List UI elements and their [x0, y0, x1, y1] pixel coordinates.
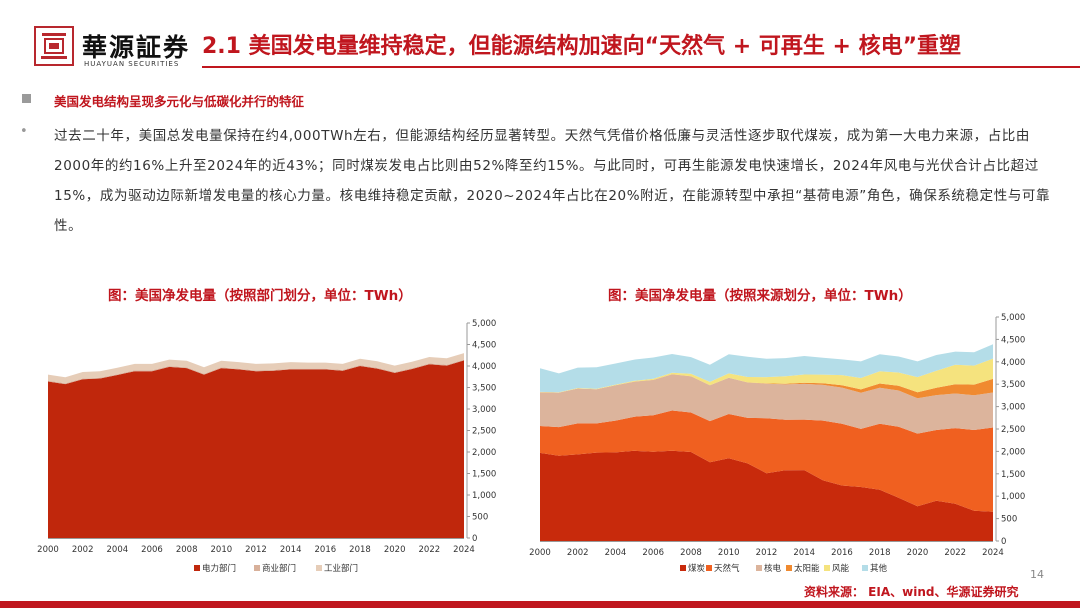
sector-area-1	[48, 359, 464, 385]
sector-y-tick-label: 3,500	[472, 384, 496, 394]
sector-legend-label: 商业部门	[262, 563, 296, 574]
source-y-tick-label: 1,000	[1001, 492, 1025, 502]
slide-title: 2.1 美国发电量维持稳定，但能源结构加速向“天然气 + 可再生 + 核电”重塑	[202, 34, 962, 59]
brand-name-cn: 華源証券	[82, 33, 191, 62]
sector-x-tick-label: 2006	[141, 545, 163, 555]
logo-seal-graphic	[41, 33, 67, 59]
source-x-tick-label: 2014	[793, 548, 815, 558]
source-legend-label: 其他	[870, 563, 888, 574]
section-subheading: 美国发电结构呈现多元化与低碳化并行的特征	[54, 94, 305, 109]
source-legend-label: 煤炭	[688, 563, 706, 574]
source-x-tick-label: 2002	[567, 548, 589, 558]
sector-x-tick-label: 2004	[107, 545, 129, 555]
sector-legend-swatch	[316, 565, 322, 571]
source-legend-label: 天然气	[714, 563, 740, 574]
sector-legend-label: 电力部门	[202, 563, 236, 574]
sector-legend-swatch	[194, 565, 200, 571]
brand-name-en: HUAYUAN SECURITIES	[84, 60, 180, 68]
sector-y-tick-label: 5,000	[472, 319, 496, 329]
sector-y-tick-label: 2,500	[472, 427, 496, 437]
source-y-tick-label: 3,000	[1001, 403, 1025, 413]
sector-y-tick-label: 2,000	[472, 448, 496, 458]
source-x-tick-label: 2018	[869, 548, 891, 558]
source-area-2	[540, 374, 993, 434]
sector-x-tick-label: 2002	[72, 545, 94, 555]
source-legend-swatch	[756, 565, 762, 571]
source-x-tick-label: 2020	[907, 548, 929, 558]
sector-y-tick-label: 1,500	[472, 470, 496, 480]
body-paragraph: 过去二十年，美国总发电量保持在约4,000TWh左右，但能源结构经历显著转型。天…	[54, 128, 1051, 234]
dot-bullet-icon: •	[20, 124, 28, 139]
footer-bar	[0, 601, 1080, 608]
chart-title-by-sector: 图：美国净发电量（按照部门划分，单位：TWh）	[108, 288, 412, 304]
source-y-tick-label: 3,500	[1001, 380, 1025, 390]
sector-x-tick-label: 2022	[419, 545, 441, 555]
sector-y-tick-label: 4,000	[472, 362, 496, 372]
square-bullet-icon	[22, 94, 31, 103]
source-x-tick-label: 2008	[680, 548, 702, 558]
source-y-tick-label: 2,000	[1001, 447, 1025, 457]
sector-x-tick-label: 2018	[349, 545, 371, 555]
page-number: 14	[1030, 568, 1044, 581]
source-legend-swatch	[706, 565, 712, 571]
source-y-tick-label: 4,000	[1001, 358, 1025, 368]
source-y-tick-label: 0	[1001, 537, 1006, 547]
source-area-1	[540, 410, 993, 512]
sector-x-tick-label: 2016	[315, 545, 337, 555]
sector-x-tick-label: 2008	[176, 545, 198, 555]
sector-y-tick-label: 0	[472, 534, 477, 544]
sector-legend-label: 工业部门	[324, 563, 358, 574]
sector-x-tick-label: 2012	[245, 545, 267, 555]
title-underline	[202, 66, 1080, 68]
source-x-tick-label: 2016	[831, 548, 853, 558]
sector-area-2	[48, 353, 464, 384]
source-x-tick-label: 2012	[756, 548, 778, 558]
source-legend-swatch	[680, 565, 686, 571]
source-x-tick-label: 2010	[718, 548, 740, 558]
sector-area-0	[48, 360, 464, 538]
source-note: 资料来源： EIA、wind、华源证券研究	[804, 585, 1019, 599]
sector-x-tick-label: 2014	[280, 545, 302, 555]
source-x-tick-label: 2004	[605, 548, 627, 558]
source-x-tick-label: 2022	[944, 548, 966, 558]
source-legend-swatch	[862, 565, 868, 571]
source-x-tick-label: 2024	[982, 548, 1004, 558]
sector-x-tick-label: 2020	[384, 545, 406, 555]
sector-x-tick-label: 2024	[453, 545, 475, 555]
source-y-tick-label: 500	[1001, 515, 1017, 525]
source-legend-swatch	[786, 565, 792, 571]
source-y-tick-label: 1,500	[1001, 470, 1025, 480]
brand-logo-mark	[34, 26, 74, 66]
source-legend-label: 太阳能	[794, 563, 820, 574]
sector-legend-swatch	[254, 565, 260, 571]
source-x-tick-label: 2000	[529, 548, 551, 558]
source-legend-swatch	[824, 565, 830, 571]
source-legend-label: 风能	[832, 563, 850, 574]
source-legend-label: 核电	[764, 563, 782, 574]
source-area-0	[540, 450, 993, 541]
sector-y-tick-label: 4,500	[472, 341, 496, 351]
sector-x-tick-label: 2000	[37, 545, 59, 555]
sector-x-tick-label: 2010	[211, 545, 233, 555]
sector-y-tick-label: 500	[472, 513, 488, 523]
source-y-tick-label: 5,000	[1001, 313, 1025, 323]
source-area-5	[540, 344, 993, 393]
source-y-tick-label: 4,500	[1001, 335, 1025, 345]
sector-y-tick-label: 1,000	[472, 491, 496, 501]
source-x-tick-label: 2006	[642, 548, 664, 558]
source-y-tick-label: 2,500	[1001, 425, 1025, 435]
chart-title-by-source: 图：美国净发电量（按照来源划分，单位：TWh）	[608, 288, 912, 304]
source-area-4	[540, 358, 993, 393]
sector-y-tick-label: 3,000	[472, 405, 496, 415]
